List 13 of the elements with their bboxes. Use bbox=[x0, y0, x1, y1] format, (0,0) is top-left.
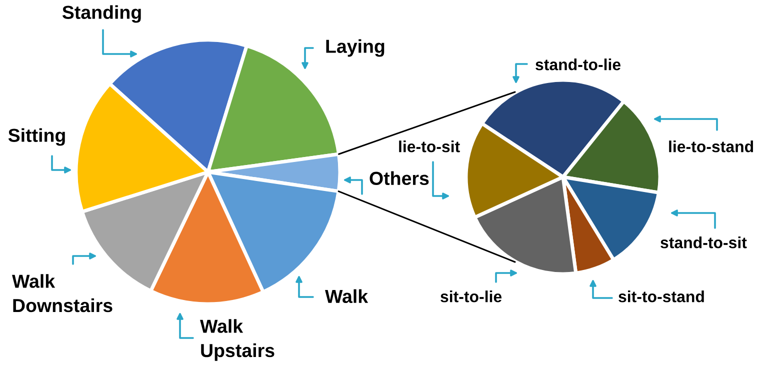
slice-label: stand-to-sit bbox=[660, 236, 747, 248]
slice-label: sit-to-stand bbox=[618, 290, 704, 302]
slice-label: lie-to-stand bbox=[669, 140, 754, 152]
slice-label: Walk Upstairs bbox=[200, 319, 274, 361]
slice-label: Walk bbox=[325, 289, 368, 304]
slice-label: stand-to-lie bbox=[536, 58, 621, 70]
slice-label: lie-to-sit bbox=[399, 140, 460, 152]
slice-label: Standing bbox=[62, 5, 141, 23]
slice-label: Walk Downstairs bbox=[12, 274, 112, 312]
slice-label: Laying bbox=[326, 39, 384, 57]
slice-label: sit-to-lie bbox=[440, 290, 502, 302]
slice-label: Sitting bbox=[8, 128, 65, 146]
slice-label: Others bbox=[370, 171, 429, 186]
